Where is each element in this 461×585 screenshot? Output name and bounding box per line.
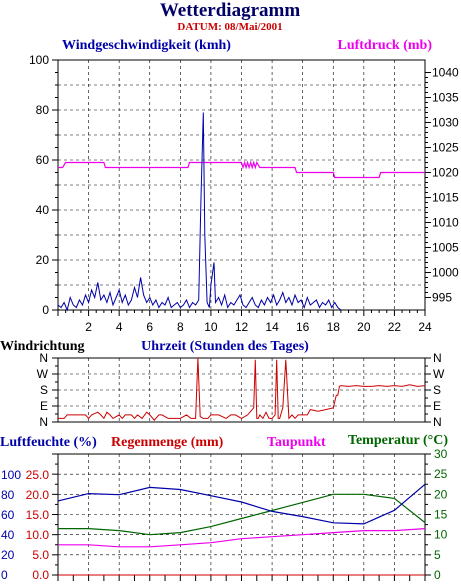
x-tick-label: 14 (265, 320, 279, 334)
humidity-tick-label: 40 (1, 528, 15, 542)
rain-tick-label: 10.0 (26, 528, 50, 542)
y-right-tick-label: 1015 (432, 191, 459, 205)
y-left-tick-label: 0 (42, 303, 49, 317)
y-left-tick-label: 60 (36, 153, 50, 167)
pressure-label: Luftdruck (mb) (337, 38, 432, 53)
direction-tick-label-left: N (39, 415, 48, 429)
y-right-tick-label: 1005 (432, 241, 459, 255)
temperature-tick-label: 15 (434, 508, 448, 522)
humidity-tick-label: 60 (1, 508, 15, 522)
direction-tick-label-right: N (433, 415, 442, 429)
temperature-tick-label: 0 (434, 568, 441, 582)
rain-tick-label: 5.0 (32, 548, 49, 562)
direction-tick-label-right: N (433, 351, 442, 365)
y-right-tick-label: 1020 (432, 166, 459, 180)
y-right-tick-label: 1035 (432, 91, 459, 105)
direction-tick-label-left: E (40, 399, 48, 413)
y-left-tick-label: 80 (36, 103, 50, 117)
humidity-line (57, 483, 426, 525)
rain-label: Regenmenge (mm) (111, 435, 224, 450)
x-tick-label: 2 (85, 320, 92, 334)
humidity-temp-panel: 10080604020025.020.015.010.05.00.0302520… (1, 447, 448, 582)
wind-direction-label: Windrichtung (0, 339, 85, 354)
temperature-tick-label: 5 (434, 548, 441, 562)
y-right-tick-label: 1025 (432, 141, 459, 155)
direction-tick-label-left: W (37, 367, 49, 381)
pressure-line (58, 160, 425, 179)
direction-tick-label-right: E (433, 399, 441, 413)
y-left-tick-label: 100 (29, 53, 49, 67)
chart-date: DATUM: 08/Mai/2001 (177, 21, 282, 33)
y-left-tick-label: 20 (36, 253, 50, 267)
rain-tick-label: 20.0 (26, 488, 50, 502)
dewpoint-label: Taupunkt (267, 435, 326, 450)
y-left-tick-label: 40 (36, 203, 50, 217)
chart-title: Wetterdiagramm (160, 0, 301, 21)
y-right-tick-label: 1010 (432, 216, 459, 230)
temperature-tick-label: 10 (434, 528, 448, 542)
humidity-tick-label: 0 (1, 568, 8, 582)
humidity-tick-label: 80 (1, 488, 15, 502)
y-right-tick-label: 1000 (432, 266, 459, 280)
temperature-tick-label: 20 (434, 487, 448, 501)
y-right-tick-label: 1040 (432, 66, 459, 80)
wind-speed-label: Windgeschwindigkeit (kmh) (62, 38, 231, 53)
x-tick-label: 18 (327, 320, 341, 334)
time-axis-label: Uhrzeit (Stunden des Tages) (141, 339, 309, 354)
direction-tick-label-right: W (433, 367, 445, 381)
direction-tick-label-right: S (433, 383, 441, 397)
humidity-label: Luftfeuchte (%) (0, 435, 97, 450)
rain-tick-label: 0.0 (32, 568, 49, 582)
x-tick-label: 24 (418, 320, 432, 334)
temperature-label: Temperatur (°C) (348, 433, 448, 448)
wind-direction-line (58, 357, 426, 421)
x-tick-label: 20 (357, 320, 371, 334)
direction-tick-label-left: N (39, 351, 48, 365)
wind-direction-panel: N NW WS SE EN N (37, 351, 445, 429)
x-tick-label: 22 (388, 320, 402, 334)
humidity-tick-label: 20 (1, 548, 15, 562)
wind-pressure-panel: 2 4 6 8 10 12 14 16 18 20 22 2402040608010099510001… (29, 53, 459, 334)
x-tick-label: 6 (146, 320, 153, 334)
direction-tick-label-left: S (40, 383, 48, 397)
y-right-tick-label: 995 (432, 291, 452, 305)
y-right-tick-label: 1030 (432, 116, 459, 130)
x-tick-label: 12 (235, 320, 249, 334)
humidity-tick-label: 100 (1, 468, 21, 482)
temperature-tick-label: 25 (434, 467, 448, 481)
temperature-line (58, 493, 426, 536)
temperature-tick-label: 30 (434, 447, 448, 461)
x-tick-label: 16 (296, 320, 310, 334)
x-tick-label: 10 (204, 320, 218, 334)
rain-tick-label: 25.0 (26, 468, 50, 482)
dewpoint-line (58, 528, 426, 548)
rain-tick-label: 15.0 (26, 508, 50, 522)
wind-speed-line (57, 112, 342, 312)
x-tick-label: 8 (177, 320, 184, 334)
x-tick-label: 4 (116, 320, 123, 334)
